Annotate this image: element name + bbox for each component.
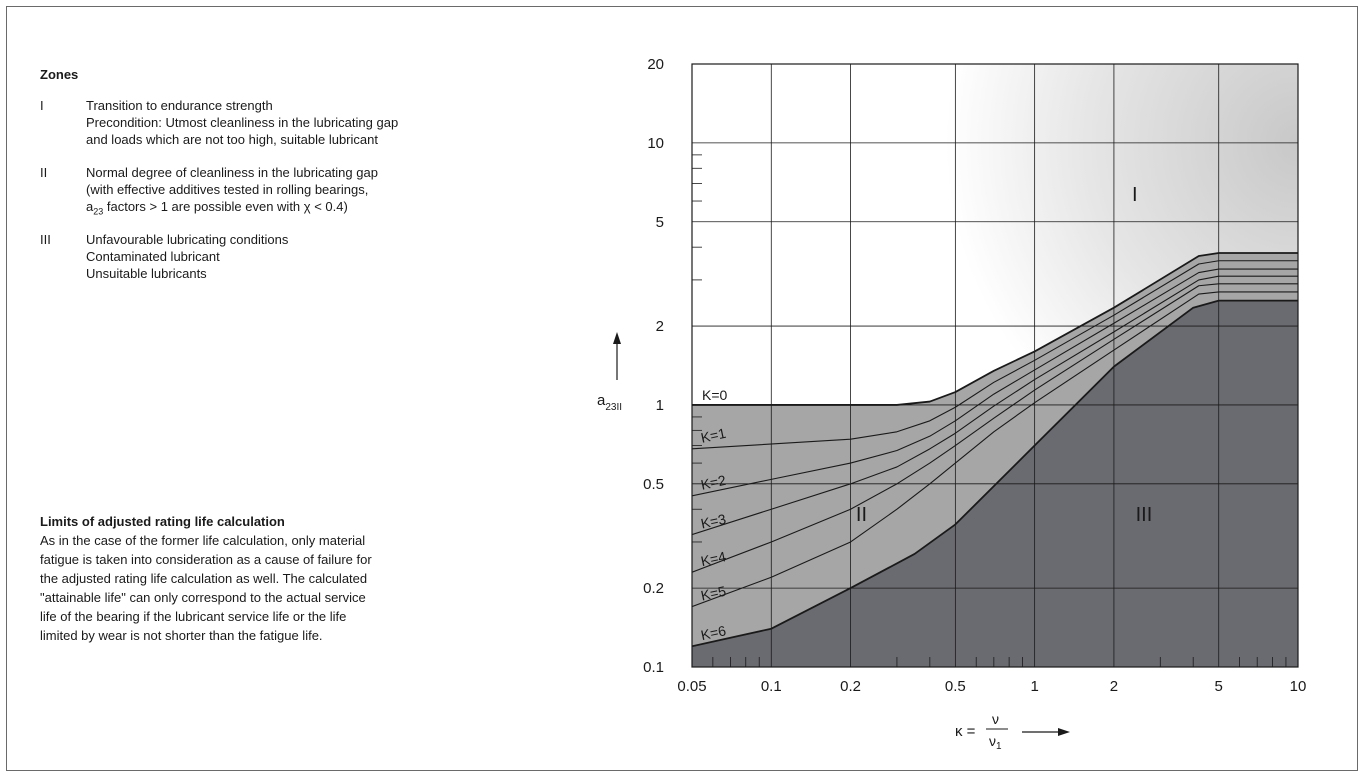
- series-line-K0: [692, 252, 1298, 406]
- limits-line: As in the case of the former life calcul…: [40, 533, 366, 548]
- zone-line: Transition to endurance strength: [86, 98, 273, 113]
- zone-label: III: [1136, 504, 1153, 526]
- y-tick-label: 2: [656, 318, 664, 335]
- zone-line: Contaminated lubricant: [86, 249, 220, 264]
- y-axis-arrowhead: [613, 332, 621, 344]
- x-tick-label: 0.05: [677, 678, 706, 695]
- zone-description: Transition to endurance strength Precondi…: [86, 97, 398, 148]
- zone-line: Normal degree of cleanliness in the lubr…: [86, 165, 378, 180]
- x-tick-label: 2: [1110, 678, 1118, 695]
- y-tick-label: 0.1: [643, 659, 664, 676]
- zone-line: a23 factors > 1 are possible even with χ…: [86, 199, 348, 217]
- x-axis-label: κ =: [955, 723, 976, 740]
- y-axis-label: a23II: [597, 392, 622, 413]
- series-line-K4: [692, 283, 1298, 573]
- limits-title: Limits of adjusted rating life calculati…: [40, 514, 285, 529]
- zone-list: I Transition to endurance strength Precond…: [40, 97, 510, 282]
- x-tick-label: 1: [1030, 678, 1038, 695]
- x-tick-label: 10: [1290, 678, 1307, 695]
- zone-number: II: [40, 165, 48, 180]
- zone-label: II: [856, 504, 867, 526]
- plot-frame: [691, 63, 1299, 668]
- series-line-K5: [692, 291, 1298, 608]
- limits-line: life of the bearing if the lubricant ser…: [40, 609, 347, 624]
- y-tick-label: 1: [656, 397, 664, 414]
- zones-section: Zones I Transition to endurance strength P…: [40, 66, 510, 298]
- series-line-K2: [692, 268, 1298, 497]
- y-tick-label: 0.5: [643, 476, 664, 493]
- limits-body: As in the case of the former life calcul…: [40, 531, 540, 645]
- series-label: K=4: [699, 548, 727, 569]
- plot-area: [692, 64, 1298, 667]
- zones-title: Zones: [40, 67, 79, 82]
- series-label: K=2: [699, 472, 727, 493]
- y-tick-label: 5: [656, 214, 664, 231]
- x-tick-label: 0.2: [840, 678, 861, 695]
- x-label-numerator: ν: [992, 711, 999, 727]
- series-label: K=5: [699, 583, 727, 604]
- series-line-K3: [692, 275, 1298, 536]
- zone-line: Precondition: Utmost cleanliness in the …: [86, 115, 399, 130]
- zone-description: Normal degree of cleanliness in the lubr…: [86, 164, 378, 217]
- zone-line: (with effective additives tested in roll…: [86, 182, 369, 197]
- x-tick-label: 0.1: [761, 678, 782, 695]
- x-label-denominator: ν1: [989, 733, 1002, 752]
- zone-ii-region: [692, 253, 1298, 647]
- zone-number: I: [40, 98, 44, 113]
- series-label: K=3: [699, 511, 727, 532]
- y-tick-label: 10: [647, 135, 664, 152]
- x-axis-arrowhead: [1058, 728, 1070, 736]
- zone-item: II Normal degree of cleanliness in the lu…: [40, 164, 510, 217]
- zone-number: III: [40, 232, 51, 247]
- x-tick-label: 5: [1215, 678, 1223, 695]
- zone-label: I: [1132, 184, 1138, 206]
- limits-line: the adjusted rating life calculation as …: [40, 571, 368, 586]
- limits-line: "attainable life" can only correspond to…: [40, 590, 366, 605]
- y-tick-label: 0.2: [643, 580, 664, 597]
- y-tick-label: 20: [647, 56, 664, 73]
- zone-description: Unfavourable lubricating conditions Conta…: [86, 231, 288, 282]
- limits-line: fatigue is taken into consideration as a…: [40, 552, 372, 567]
- series-label: K=0: [702, 387, 728, 403]
- series-line-K1: [692, 260, 1298, 450]
- series-line-K6: [692, 299, 1298, 648]
- zone-iii-region: [692, 300, 1298, 667]
- zone-line: Unfavourable lubricating conditions: [86, 232, 289, 247]
- zone-item: I Transition to endurance strength Precond…: [40, 97, 510, 148]
- series-label: K=6: [699, 622, 727, 643]
- x-tick-label: 0.5: [945, 678, 966, 695]
- page-frame: [6, 6, 1358, 771]
- zone-line: Unsuitable lubricants: [86, 266, 207, 281]
- limits-line: limited by wear is not shorter than the …: [40, 628, 323, 643]
- series-label: K=1: [699, 425, 727, 446]
- zone-line: and loads which are not too high, suitab…: [86, 132, 378, 147]
- zone-item: III Unfavourable lubricating conditions Co…: [40, 231, 510, 282]
- limits-section: Limits of adjusted rating life calculati…: [40, 512, 540, 645]
